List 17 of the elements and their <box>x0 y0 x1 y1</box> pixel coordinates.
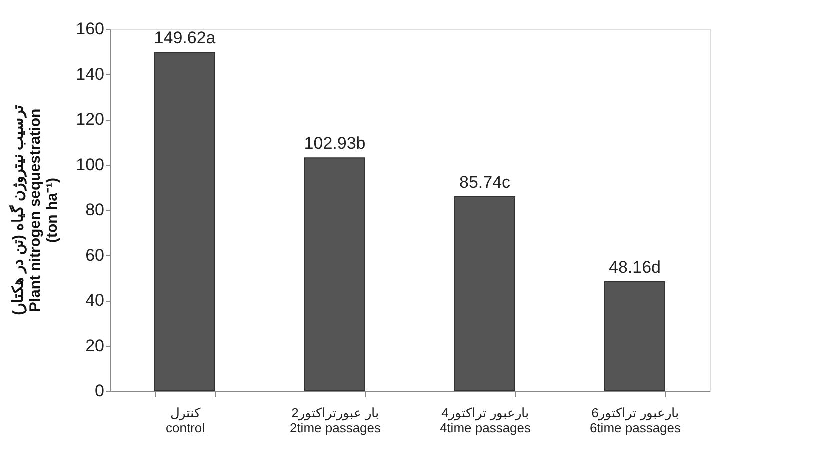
y-tick-label: 0 <box>95 382 104 400</box>
y-tick-label: 40 <box>86 291 104 310</box>
y-tick-label: 60 <box>86 246 104 265</box>
y-tick-label: 20 <box>86 336 104 356</box>
bar <box>604 282 666 392</box>
y-tick-label: 140 <box>76 64 104 84</box>
bar <box>304 158 366 392</box>
y-tick-label: 100 <box>76 155 104 174</box>
y-tick-label: 160 <box>76 20 104 38</box>
y-tick-label: 120 <box>76 110 104 129</box>
bar <box>154 52 216 392</box>
data-label: 149.62a <box>154 28 216 48</box>
data-label: 48.16d <box>609 258 661 278</box>
data-label: 85.74c <box>459 173 512 192</box>
bar <box>454 196 516 392</box>
data-label: 102.93b <box>304 134 366 154</box>
y-tick-label: 80 <box>86 200 104 220</box>
